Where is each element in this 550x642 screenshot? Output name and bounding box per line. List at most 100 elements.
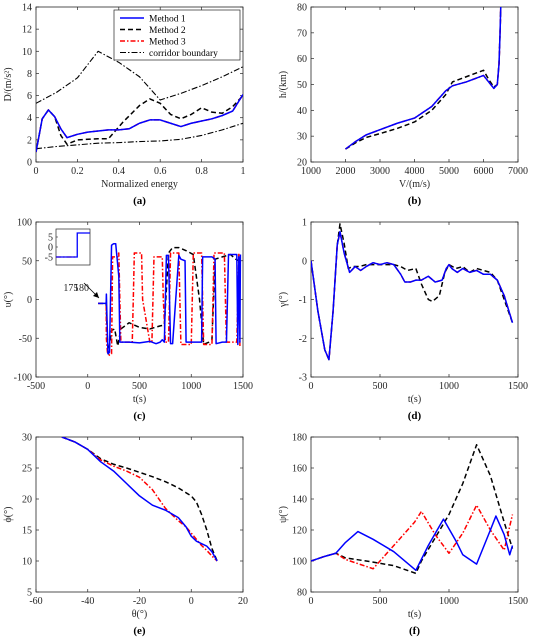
series-line-m2: [311, 444, 514, 575]
x-tick-label: 0: [85, 381, 90, 392]
y-tick-label: -3: [299, 373, 307, 384]
x-tick-label: 1000: [439, 381, 459, 392]
x-tick-label: 0.4: [113, 166, 126, 177]
x-tick-label: 7000: [508, 166, 528, 177]
series-line-m1: [311, 515, 514, 572]
y-tick-label: 100: [292, 557, 307, 568]
series-line-m3: [61, 437, 218, 562]
y-tick-label: 1: [302, 218, 307, 229]
y-tick-label: 15: [22, 526, 32, 537]
y-tick-label: 160: [292, 464, 307, 475]
panel-label: (e): [133, 625, 146, 637]
x-tick-label: 1000: [439, 596, 459, 607]
plot-frame: [35, 436, 244, 593]
x-tick-label: -500: [27, 381, 45, 392]
x-tick-label: 3000: [370, 166, 390, 177]
y-axis-label: h/(km): [278, 71, 289, 98]
x-tick-label: 20: [238, 596, 248, 607]
x-tick-label: 0.2: [71, 166, 84, 177]
x-tick-label: 0.8: [195, 166, 208, 177]
chart-panel-2: -500 0 500 1000 1500-100-50050100t(s)υ(°)(c)…: [3, 218, 253, 423]
y-tick-label: 50: [297, 80, 307, 91]
x-tick-label: -60: [29, 596, 42, 607]
y-tick-label: 30: [22, 433, 32, 444]
y-axis-label: γ(°): [278, 292, 289, 308]
y-tick-label: 120: [292, 526, 307, 537]
chart-panel-1: 1000 2000 3000 4000 5000 6000 7000 20 30 40 50 60 70…: [278, 3, 528, 208]
y-tick-label: 0: [27, 295, 32, 306]
chart-panel-3: 0 500 1000 1500 -3 -2 -1 0 1 t(s) γ(°) (d): [278, 218, 528, 423]
x-tick-label: 0.6: [154, 166, 167, 177]
inset-x-tick-label: 180: [74, 283, 89, 294]
y-tick-label: 80: [297, 3, 307, 14]
x-tick-label: 1000: [301, 166, 321, 177]
y-tick-label: 60: [297, 54, 307, 65]
x-tick-label: 1500: [508, 381, 528, 392]
x-tick-label: 2000: [336, 166, 356, 177]
series-line-m3: [311, 504, 514, 570]
panel-label: (a): [133, 195, 146, 207]
x-tick-label: 500: [373, 381, 388, 392]
panel-label: (c): [133, 410, 146, 422]
series-line-m2: [36, 95, 243, 153]
y-tick-label: 12: [22, 25, 32, 36]
y-tick-label: 20: [297, 158, 307, 169]
chart-panel-5: 0 500 1000 1500 80 100 120 140 160 180 t(s) ψ(°) (f): [278, 433, 528, 638]
y-tick-label: -2: [299, 334, 307, 345]
y-tick-label: 70: [297, 28, 307, 39]
x-axis-label: t(s): [133, 394, 146, 405]
y-axis-label: υ(°): [3, 292, 14, 308]
y-tick-label: 100: [17, 218, 32, 229]
y-axis-label: D/(m/s²): [3, 67, 14, 101]
y-tick-label: 2: [27, 135, 32, 146]
inset-y-tick-label: 5: [48, 233, 53, 244]
y-tick-label: -100: [14, 373, 32, 384]
series-line-cb: [36, 122, 243, 150]
y-tick-label: 10: [22, 557, 32, 568]
x-tick-label: 0: [309, 596, 314, 607]
plot-frame: [310, 6, 519, 163]
series-line-m2: [311, 223, 514, 361]
y-tick-label: -1: [299, 295, 307, 306]
series-group: [61, 437, 218, 562]
x-tick-label: 5000: [439, 166, 459, 177]
plot-frame: [35, 6, 244, 163]
y-tick-label: 4: [27, 113, 32, 124]
series-group: [36, 50, 243, 153]
y-tick-label: 180: [292, 433, 307, 444]
y-tick-label: 80: [297, 588, 307, 599]
series-group: [311, 444, 514, 575]
x-axis-label: t(s): [408, 394, 421, 405]
series-line-m1: [311, 230, 514, 361]
x-tick-label: 500: [373, 596, 388, 607]
legend-label: Method 1: [149, 15, 186, 25]
panel-label: (f): [409, 625, 420, 637]
series-line-m3: [311, 230, 514, 361]
legend-label: Method 3: [149, 38, 186, 48]
x-tick-label: 0: [309, 381, 314, 392]
inset-y-tick-label: 0: [48, 243, 53, 254]
x-tick-label: 0: [189, 596, 194, 607]
panel-label: (d): [408, 410, 422, 422]
x-tick-label: 500: [132, 381, 147, 392]
y-tick-label: 14: [22, 3, 32, 14]
series-line-cb: [36, 50, 243, 104]
series-group: [98, 242, 242, 357]
x-axis-label: V/(m/s): [399, 179, 430, 190]
y-tick-label: 30: [297, 132, 307, 143]
y-tick-label: -50: [19, 334, 32, 345]
x-axis-label: θ(°): [132, 609, 147, 620]
x-tick-label: 1500: [233, 381, 253, 392]
y-tick-label: 8: [27, 69, 32, 80]
x-tick-label: 1500: [508, 596, 528, 607]
series-group: [311, 223, 514, 361]
inset-series-line-m1: [56, 232, 90, 258]
inset-x-tick-label: 175: [63, 283, 78, 294]
series-group: [345, 7, 502, 150]
y-tick-label: 0: [302, 256, 307, 267]
chart-panel-4: -60 -40 -20 0 20 5 10 15 20 25 30 θ(°) ϕ(°) (e): [3, 433, 248, 638]
y-tick-label: 0: [27, 158, 32, 169]
y-tick-label: 140: [292, 495, 307, 506]
